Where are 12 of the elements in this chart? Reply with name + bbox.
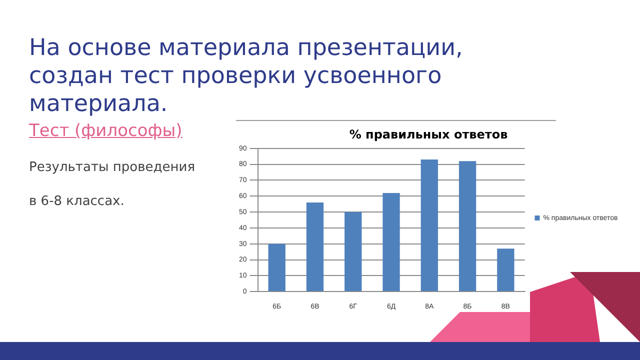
bar [497, 248, 514, 292]
text: Тест (философы) [29, 121, 182, 141]
bar [268, 244, 286, 292]
chart-title: % правильных ответов [349, 127, 508, 142]
bar [458, 161, 476, 292]
text: На основе материала презентации, создан тест проверки усвоенного материала. [29, 34, 464, 118]
text: Результаты проведения [29, 160, 196, 175]
text: в 6-8 классах. [29, 194, 124, 209]
bar [344, 212, 362, 292]
bar [420, 160, 438, 292]
bar [306, 202, 324, 292]
bar [382, 192, 400, 292]
